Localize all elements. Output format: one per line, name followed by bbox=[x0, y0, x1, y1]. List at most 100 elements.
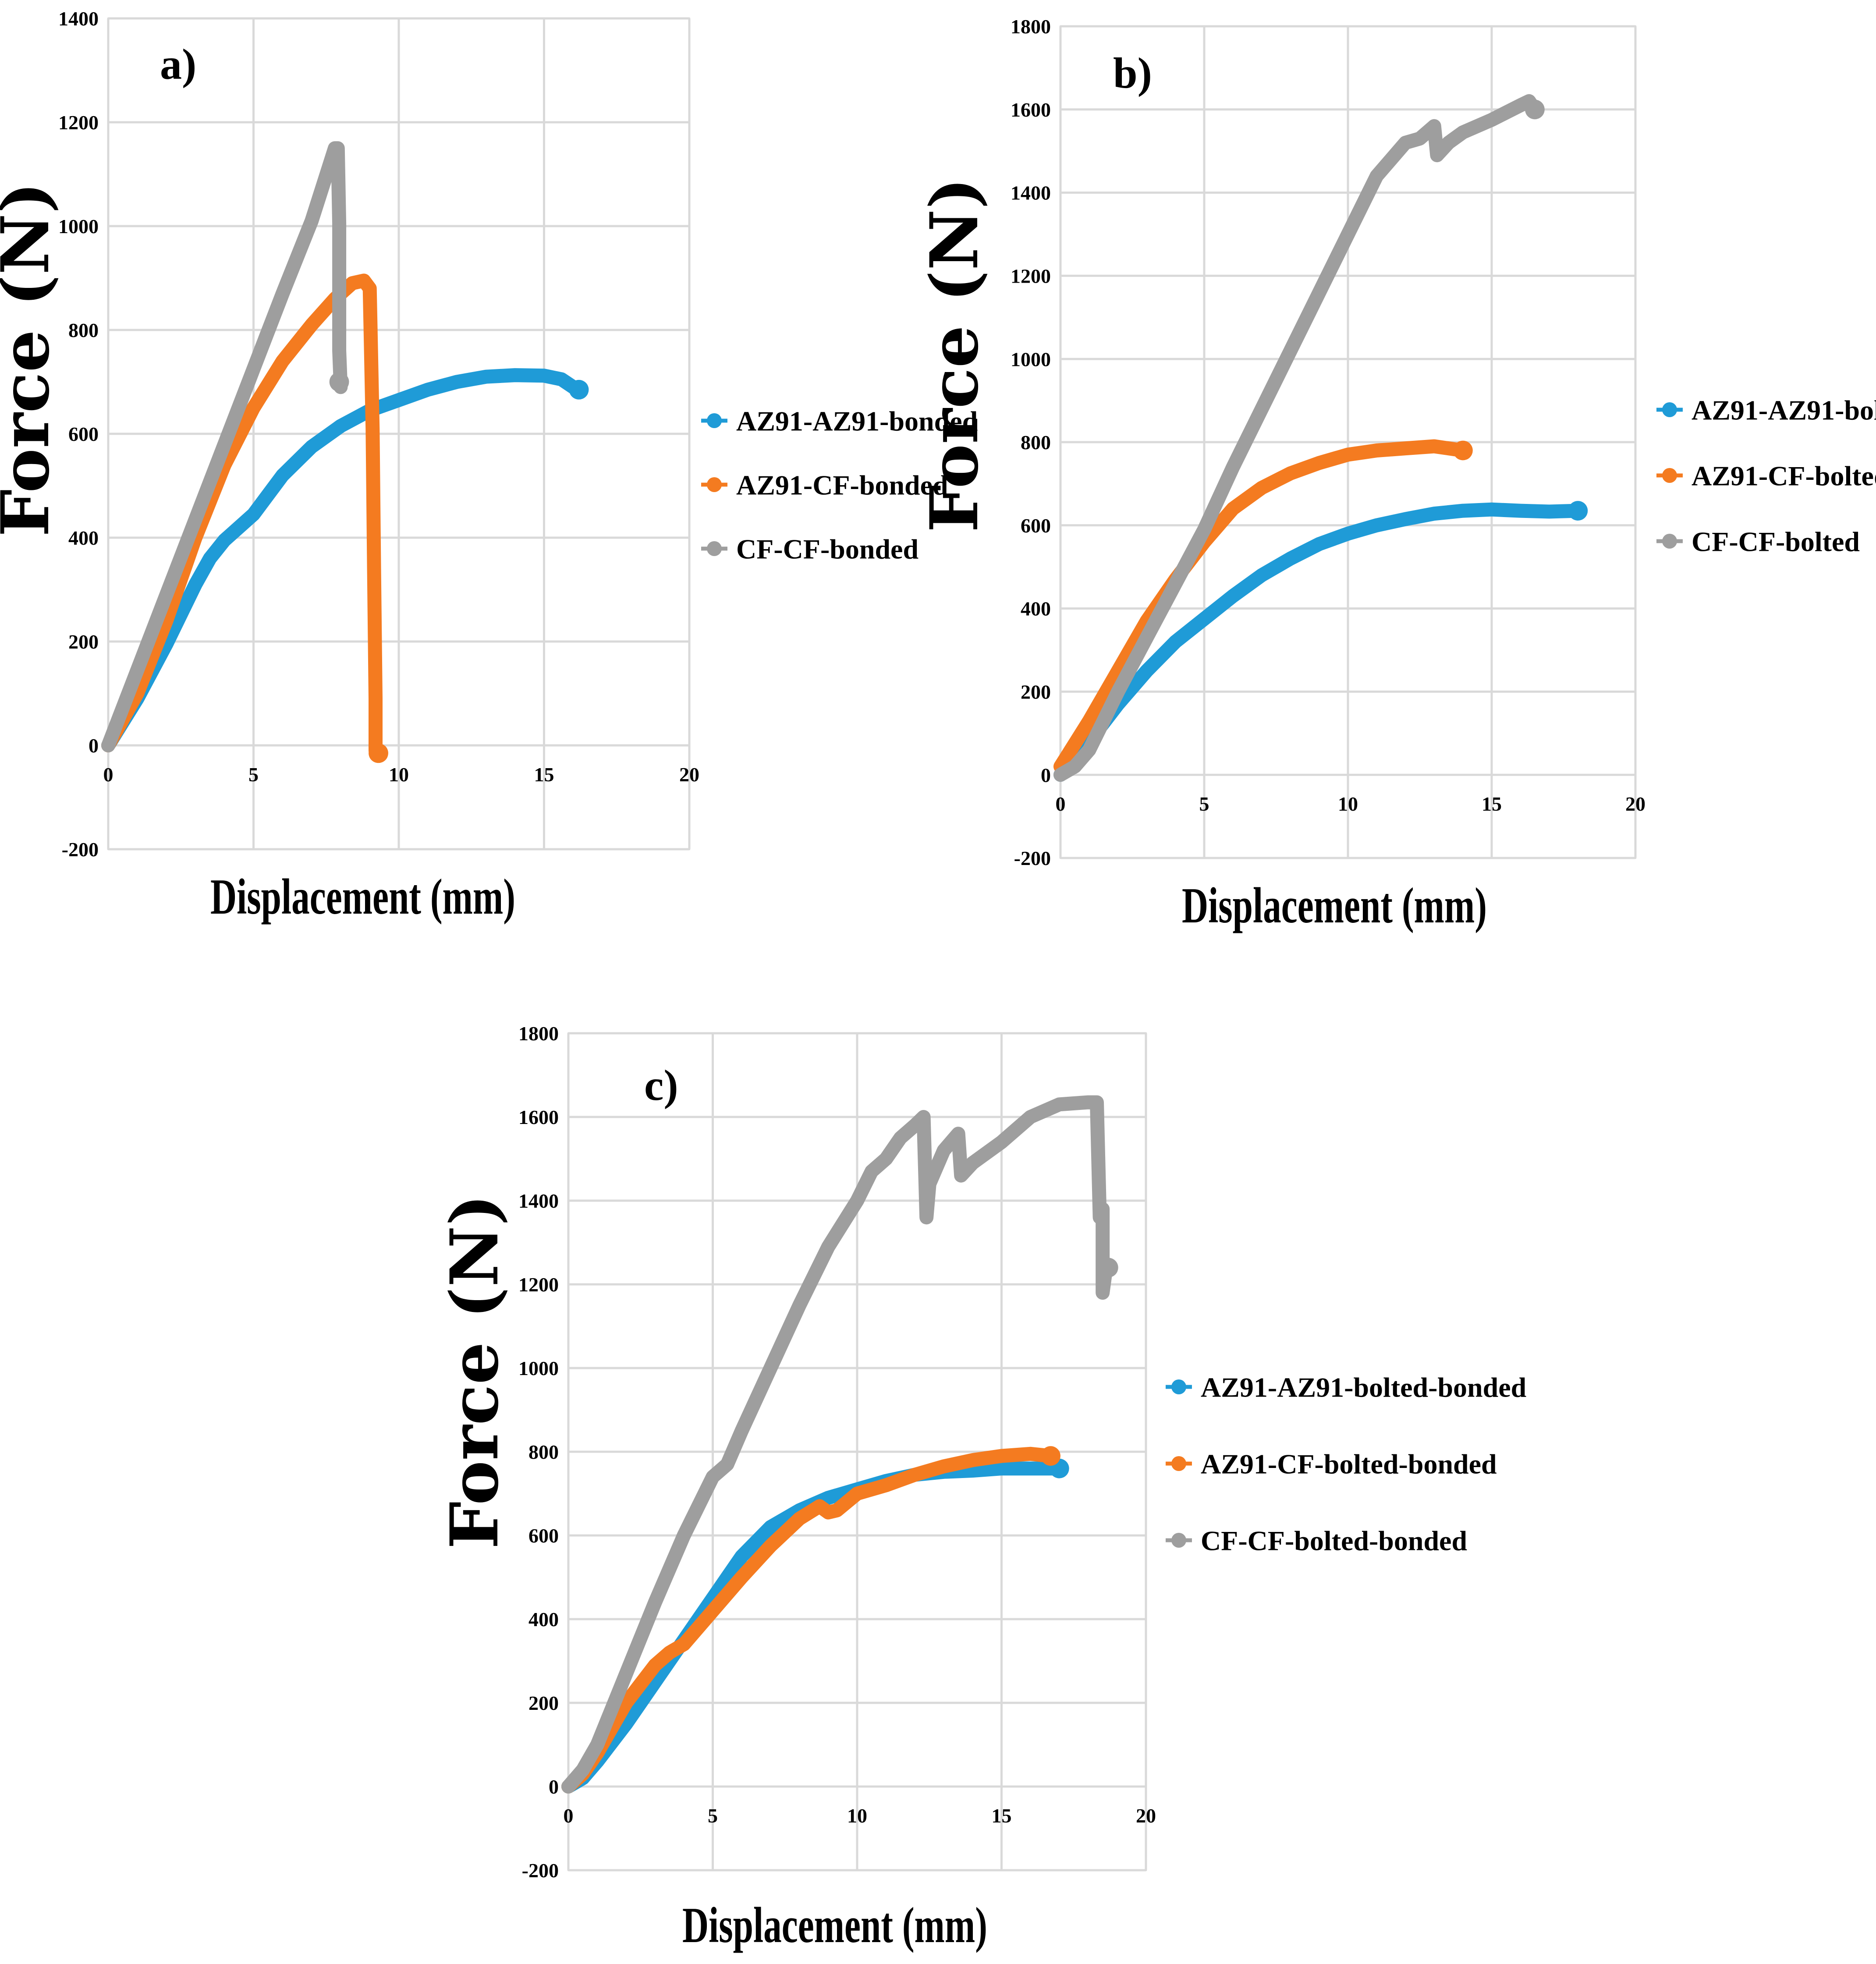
y-tick-label: 600 bbox=[68, 423, 99, 445]
y-tick-label: 0 bbox=[89, 734, 99, 757]
y-tick-label: 1400 bbox=[58, 7, 99, 30]
series-line-3 bbox=[561, 1095, 1116, 1794]
y-tick-label: 1000 bbox=[518, 1357, 559, 1379]
x-tick-label: 0 bbox=[564, 1804, 574, 1827]
panel-label: a) bbox=[160, 40, 196, 89]
legend-marker bbox=[707, 413, 722, 428]
x-tick-label: 15 bbox=[1482, 793, 1502, 815]
legend-item: CF-CF-bolted bbox=[1656, 526, 1860, 557]
legend-label: AZ91-AZ91-bolted-bonded bbox=[1201, 1372, 1526, 1403]
y-tick-label: 1400 bbox=[1011, 182, 1051, 204]
legend-item: AZ91-AZ91-bolted bbox=[1656, 394, 1876, 425]
y-tick-label: -200 bbox=[1014, 847, 1051, 869]
y-axis-label: Force (N) bbox=[0, 182, 64, 537]
x-tick-label: 5 bbox=[248, 763, 259, 786]
legend-marker bbox=[1171, 1379, 1186, 1394]
legend-item: AZ91-CF-bonded bbox=[701, 469, 948, 500]
chart-panel-3: -200 0 200 400 600 800 1000 1200 1400 1600 1800 0 5 1… bbox=[436, 1022, 1526, 1953]
series-line-1 bbox=[101, 368, 586, 752]
series-end-marker bbox=[1041, 1446, 1060, 1466]
x-tick-label: 15 bbox=[534, 763, 554, 786]
y-tick-label: 1800 bbox=[1011, 15, 1051, 38]
y-tick-label: 1800 bbox=[518, 1022, 559, 1045]
legend-label: AZ91-CF-bolted bbox=[1692, 460, 1876, 491]
y-tick-label: 200 bbox=[528, 1692, 559, 1714]
y-axis-label: Force (N) bbox=[436, 1194, 513, 1549]
legend-item: AZ91-AZ91-bonded bbox=[701, 405, 978, 436]
x-tick-label: 10 bbox=[847, 1804, 867, 1827]
series-line-3 bbox=[1053, 94, 1542, 782]
y-tick-label: 800 bbox=[528, 1441, 559, 1463]
x-tick-label: 0 bbox=[103, 763, 113, 786]
series-line-1 bbox=[561, 1461, 1067, 1794]
y-tick-label: 1200 bbox=[58, 111, 99, 134]
y-tick-label: 1600 bbox=[1011, 99, 1051, 121]
series-end-marker bbox=[1098, 1258, 1118, 1278]
y-tick-label: 600 bbox=[1021, 514, 1051, 537]
series-end-marker bbox=[1453, 440, 1473, 461]
x-axis-label: Displacement (mm) bbox=[682, 1897, 987, 1953]
legend-marker bbox=[1662, 534, 1677, 549]
x-tick-label: 15 bbox=[992, 1804, 1012, 1827]
legend-label: AZ91-CF-bonded bbox=[736, 469, 948, 500]
series-end-marker bbox=[369, 743, 388, 763]
y-axis-label: Force (N) bbox=[916, 177, 993, 532]
series-end-marker bbox=[1568, 501, 1588, 521]
y-tick-label: 0 bbox=[549, 1776, 559, 1798]
legend-marker bbox=[1662, 402, 1677, 417]
x-tick-label: 10 bbox=[1338, 793, 1358, 815]
x-tick-label: 5 bbox=[708, 1804, 718, 1827]
y-tick-label: 200 bbox=[1021, 681, 1051, 703]
y-tick-label: 1600 bbox=[518, 1106, 559, 1128]
x-tick-label: 5 bbox=[1199, 793, 1209, 815]
y-tick-label: 1200 bbox=[1011, 265, 1051, 287]
x-tick-label: 20 bbox=[1625, 793, 1645, 815]
legend-label: CF-CF-bonded bbox=[736, 533, 918, 564]
y-tick-label: 800 bbox=[68, 319, 99, 341]
legend-label: CF-CF-bolted-bonded bbox=[1201, 1525, 1467, 1556]
legend-item: AZ91-CF-bolted bbox=[1656, 460, 1876, 491]
y-tick-label: 600 bbox=[528, 1524, 559, 1547]
legend-item: CF-CF-bolted-bonded bbox=[1166, 1525, 1467, 1556]
series-end-marker bbox=[1525, 99, 1545, 120]
y-tick-label: 1000 bbox=[1011, 348, 1051, 370]
legend-marker bbox=[1662, 468, 1677, 483]
chart-panel-1: -200 0 200 400 600 800 1000 1200 1400 0 5 10 15 20 Dis… bbox=[0, 7, 978, 925]
y-tick-label: 400 bbox=[528, 1608, 559, 1631]
x-axis-label: Displacement (mm) bbox=[1182, 878, 1487, 934]
series-line-3 bbox=[101, 141, 348, 752]
y-tick-label: 1000 bbox=[58, 215, 99, 238]
legend-marker bbox=[707, 541, 722, 556]
y-tick-label: 200 bbox=[68, 631, 99, 653]
legend-marker bbox=[707, 477, 722, 492]
panel-label: c) bbox=[644, 1061, 678, 1110]
series-end-marker bbox=[569, 379, 589, 400]
x-tick-label: 0 bbox=[1056, 793, 1066, 815]
series-end-marker bbox=[329, 372, 349, 392]
legend-marker bbox=[1171, 1456, 1186, 1471]
chart-panel-2: -200 0 200 400 600 800 1000 1200 1400 1600 1800 0 5 1… bbox=[916, 15, 1876, 934]
legend-item: AZ91-AZ91-bolted-bonded bbox=[1166, 1372, 1526, 1403]
x-tick-label: 20 bbox=[679, 763, 699, 786]
legend-label: CF-CF-bolted bbox=[1692, 526, 1860, 557]
legend-label: AZ91-AZ91-bolted bbox=[1692, 394, 1876, 425]
x-tick-label: 10 bbox=[389, 763, 409, 786]
y-tick-label: 400 bbox=[68, 527, 99, 549]
y-tick-label: 1200 bbox=[518, 1273, 559, 1296]
y-tick-label: 1400 bbox=[518, 1190, 559, 1212]
y-tick-label: 400 bbox=[1021, 598, 1051, 620]
legend-label: AZ91-CF-bolted-bonded bbox=[1201, 1448, 1497, 1479]
y-tick-label: -200 bbox=[62, 838, 99, 861]
x-tick-label: 20 bbox=[1136, 1804, 1156, 1827]
series-line-2 bbox=[561, 1446, 1058, 1794]
y-tick-label: -200 bbox=[522, 1859, 559, 1882]
legend-label: AZ91-AZ91-bonded bbox=[736, 405, 978, 436]
x-axis-label: Displacement (mm) bbox=[210, 869, 515, 925]
y-tick-label: 800 bbox=[1021, 431, 1051, 454]
series-line-2 bbox=[1053, 439, 1470, 774]
panel-label: b) bbox=[1113, 49, 1152, 97]
legend-item: CF-CF-bonded bbox=[701, 533, 918, 564]
y-tick-label: 0 bbox=[1041, 764, 1051, 786]
legend-item: AZ91-CF-bolted-bonded bbox=[1166, 1448, 1497, 1479]
